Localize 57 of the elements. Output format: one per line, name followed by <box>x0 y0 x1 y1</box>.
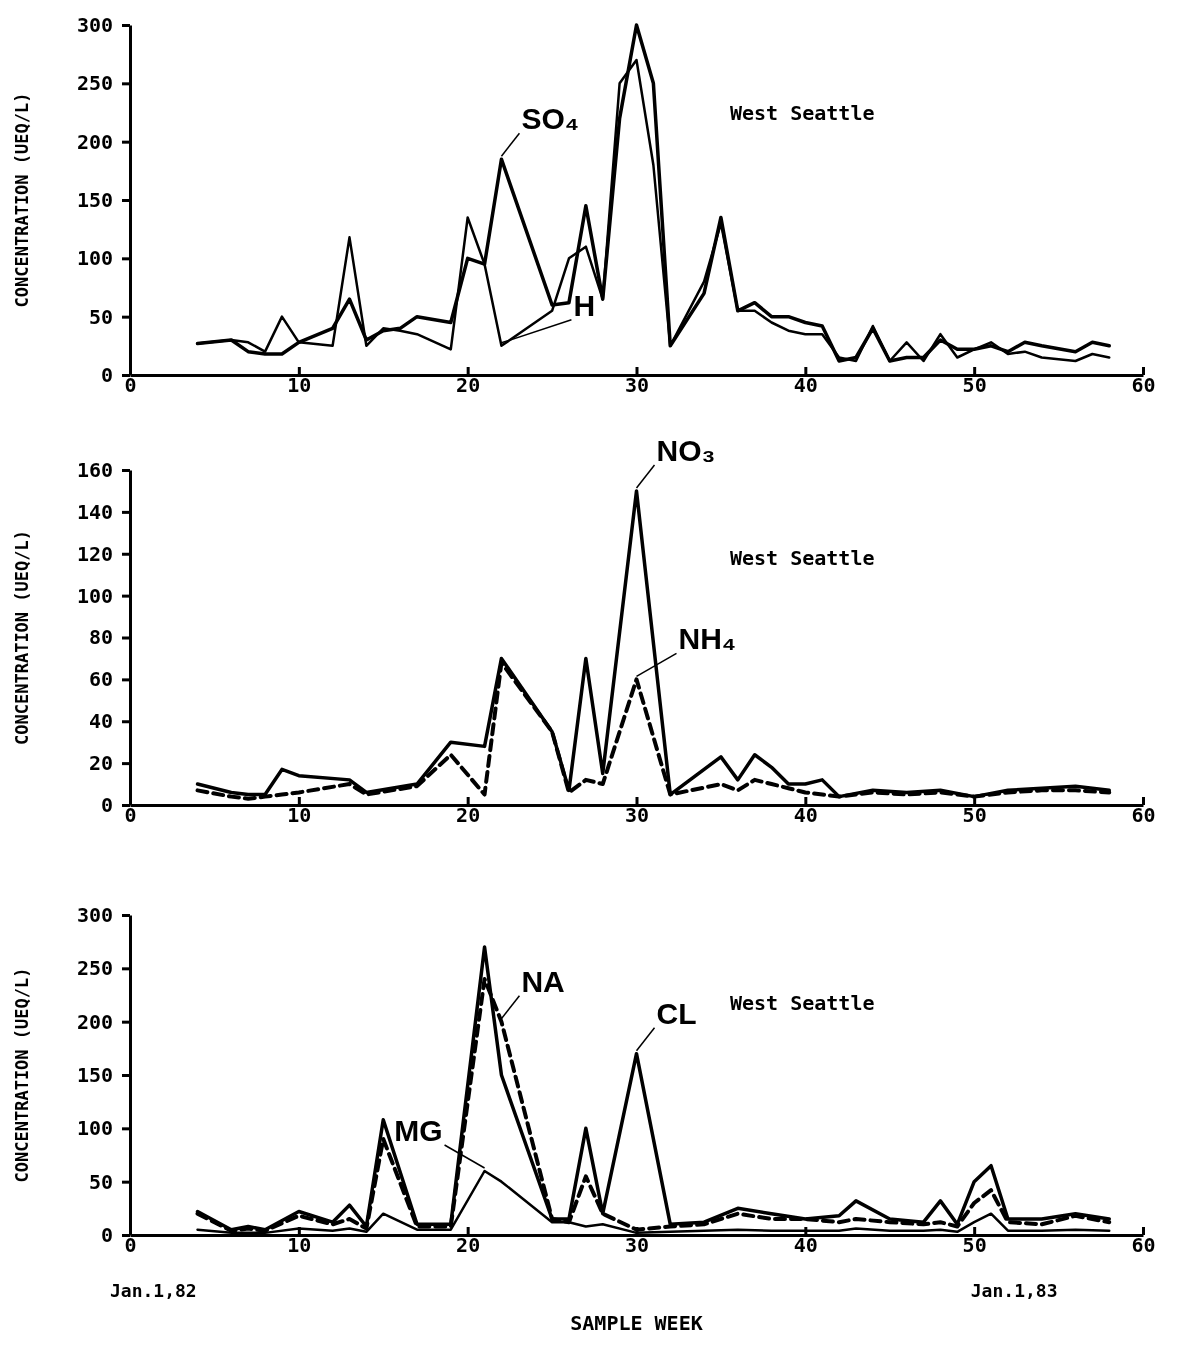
annotation: West Seattle <box>730 546 875 570</box>
x-tick-label: 30 <box>624 803 650 827</box>
y-tick-label: 100 <box>76 583 113 608</box>
x-axis-title: SAMPLE WEEK <box>570 1311 703 1335</box>
y-tick-label: 150 <box>76 187 113 212</box>
x-tick-label: 50 <box>962 373 987 397</box>
series-label: H <box>573 288 596 322</box>
y-tick-label: 300 <box>76 902 113 927</box>
x-tick-label: 10 <box>287 1233 312 1257</box>
series-label: NH₄ <box>678 622 737 656</box>
x-tick-label: 30 <box>624 373 650 397</box>
y-tick-label: 100 <box>76 1116 113 1141</box>
x-tick-label: 0 <box>124 1233 137 1257</box>
x-tick-label: 10 <box>287 803 312 827</box>
text: Jan.1,83 <box>970 1280 1058 1301</box>
y-axis-title: CONCENTRATION (UEQ/L) <box>12 967 32 1183</box>
y-tick-label: 60 <box>88 667 113 692</box>
annotation: West Seattle <box>730 101 875 125</box>
x-tick-label: 30 <box>624 1233 650 1257</box>
x-tick-label: 0 <box>124 373 137 397</box>
series-label: NO₃ <box>656 433 716 467</box>
y-axis-title: CONCENTRATION (UEQ/L) <box>12 530 32 745</box>
x-tick-label: 60 <box>1131 373 1156 397</box>
y-tick-label: 20 <box>88 751 113 776</box>
y-tick-label: 200 <box>76 129 113 154</box>
series-label: NA <box>521 964 565 998</box>
x-tick-label: 40 <box>793 803 818 827</box>
y-tick-label: 40 <box>88 709 113 734</box>
y-tick-label: 50 <box>88 1169 113 1194</box>
y-tick-label: 120 <box>76 541 113 566</box>
x-tick-label: 20 <box>456 1233 481 1257</box>
y-tick-label: 80 <box>88 625 113 650</box>
text: Jan.1,82 <box>110 1280 197 1301</box>
y-tick-label: 250 <box>76 956 113 981</box>
x-tick-label: 60 <box>1131 803 1156 827</box>
y-tick-label: 300 <box>76 12 113 37</box>
x-tick-label: 20 <box>456 803 481 827</box>
series-label: CL <box>656 996 697 1030</box>
y-tick-label: 50 <box>88 304 113 329</box>
y-tick-label: 200 <box>76 1009 113 1034</box>
y-axis-title: CONCENTRATION (UEQ/L) <box>12 92 32 308</box>
series-label: MG <box>394 1114 443 1147</box>
series-label: SO₄ <box>521 102 580 136</box>
x-tick-label: 60 <box>1131 1233 1156 1257</box>
y-tick-label: 140 <box>76 499 113 524</box>
y-tick-label: 250 <box>76 71 113 96</box>
x-tick-label: 40 <box>793 373 818 397</box>
x-tick-label: 0 <box>124 803 137 827</box>
x-tick-label: 50 <box>962 803 987 827</box>
y-tick-label: 160 <box>76 457 113 482</box>
y-tick-label: 150 <box>76 1062 113 1087</box>
x-tick-label: 40 <box>793 1233 818 1257</box>
x-tick-label: 50 <box>962 1233 987 1257</box>
y-tick-label: 100 <box>76 246 113 271</box>
x-tick-label: 10 <box>287 373 312 397</box>
annotation: West Seattle <box>730 991 875 1015</box>
x-tick-label: 20 <box>456 373 481 397</box>
